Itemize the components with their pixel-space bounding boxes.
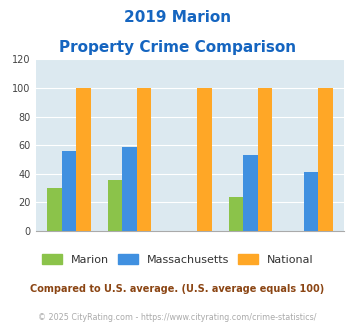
Bar — [47, 188, 61, 231]
Text: Property Crime Comparison: Property Crime Comparison — [59, 40, 296, 54]
Bar — [229, 197, 243, 231]
Legend: Marion, Massachusetts, National: Marion, Massachusetts, National — [37, 250, 318, 269]
Bar — [122, 147, 137, 231]
Text: © 2025 CityRating.com - https://www.cityrating.com/crime-statistics/: © 2025 CityRating.com - https://www.city… — [38, 314, 317, 322]
Bar — [197, 88, 212, 231]
Bar — [318, 88, 333, 231]
Bar — [137, 88, 151, 231]
Bar — [61, 151, 76, 231]
Text: 2019 Marion: 2019 Marion — [124, 10, 231, 25]
Bar — [243, 155, 258, 231]
Bar — [304, 172, 318, 231]
Bar — [258, 88, 272, 231]
Bar — [108, 180, 122, 231]
Bar — [76, 88, 91, 231]
Text: Compared to U.S. average. (U.S. average equals 100): Compared to U.S. average. (U.S. average … — [31, 284, 324, 294]
